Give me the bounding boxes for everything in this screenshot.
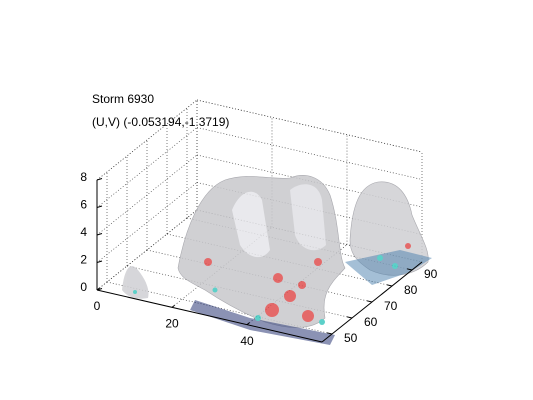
grid-line — [96, 182, 198, 263]
y-tick-label: 60 — [364, 315, 378, 329]
z-tick-label: 4 — [80, 225, 87, 239]
z-tick-label: 2 — [80, 253, 87, 267]
x-tick-label: 0 — [94, 299, 101, 313]
storm-base — [345, 250, 432, 285]
edge-group — [133, 255, 398, 325]
storm-cell — [122, 266, 149, 299]
x-tick — [171, 304, 175, 308]
storm-cell — [232, 191, 270, 258]
z-tick-label: 6 — [80, 198, 87, 212]
core — [302, 310, 314, 322]
edge — [212, 287, 218, 293]
edge — [255, 315, 261, 321]
z-tick — [96, 178, 103, 181]
z-tick — [96, 260, 103, 263]
core — [265, 303, 279, 317]
x-tick — [96, 287, 100, 291]
storm-cell — [290, 184, 326, 251]
grid-line — [171, 227, 273, 308]
y-tick — [406, 268, 413, 271]
z-tick-label: 0 — [80, 280, 87, 294]
isosurface — [122, 175, 432, 345]
edge — [133, 290, 137, 294]
grid-line — [196, 99, 423, 153]
core-group — [204, 243, 411, 322]
grid-line — [196, 127, 423, 180]
x-tick-label: 40 — [240, 334, 254, 348]
edge — [392, 263, 398, 269]
storm-cell — [349, 181, 429, 276]
z-tick — [96, 233, 103, 236]
y-tick — [366, 300, 373, 303]
chart-title: Storm 6930 — [92, 92, 154, 106]
y-tick — [346, 316, 353, 319]
x-tick — [246, 322, 250, 326]
z-tick-label: 8 — [80, 170, 87, 184]
y-tick — [386, 284, 393, 287]
grid-line — [146, 249, 373, 303]
edge — [377, 255, 383, 261]
box-edge — [196, 99, 423, 153]
grid-line — [96, 127, 198, 208]
y-tick-label: 80 — [404, 283, 418, 297]
core — [273, 273, 283, 283]
x-axis — [96, 289, 323, 343]
edge — [319, 319, 325, 325]
chart-subtitle: (U,V) (-0.053194,-1.3719) — [92, 115, 229, 129]
grid-line — [96, 99, 198, 181]
x-tick-label: 20 — [165, 317, 179, 331]
z-tick — [96, 205, 103, 208]
grid-line — [96, 209, 198, 291]
core — [284, 290, 296, 302]
y-tick-label: 50 — [344, 331, 358, 345]
grid-line — [166, 233, 393, 287]
core — [314, 258, 322, 266]
storm-base — [190, 300, 335, 345]
core — [298, 281, 306, 289]
y-tick-label: 70 — [384, 299, 398, 313]
y-tick — [326, 332, 333, 335]
grid-line — [96, 154, 198, 236]
y-tick-label: 90 — [424, 267, 438, 281]
core — [204, 258, 212, 266]
core — [405, 243, 411, 249]
